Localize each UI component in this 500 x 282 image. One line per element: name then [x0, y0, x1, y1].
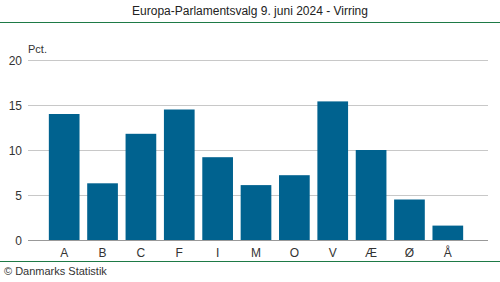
source: © Danmarks Statistik — [4, 265, 107, 277]
chart-root: Europa-Parlamentsvalg 9. juni 2024 - Vir… — [0, 0, 500, 282]
x-tick-label: Å — [444, 245, 452, 260]
x-tick-label: B — [99, 246, 107, 260]
x-tick-label: A — [60, 246, 68, 260]
x-tick-label: O — [290, 246, 299, 260]
bottom-rule — [0, 261, 500, 262]
y-tick-label: 20 — [9, 54, 23, 68]
bar — [317, 101, 348, 240]
x-tick-label: M — [251, 246, 261, 260]
bar — [202, 157, 233, 240]
grid-line — [28, 105, 488, 106]
chart-svg: Europa-Parlamentsvalg 9. juni 2024 - Vir… — [0, 0, 500, 282]
x-tick-label: Æ — [365, 246, 377, 260]
bar — [356, 150, 387, 240]
range-top — [28, 60, 488, 61]
x-tick-label: V — [329, 246, 337, 260]
x-tick-label: C — [137, 246, 146, 260]
y-tick-label: 10 — [9, 144, 23, 158]
bar — [87, 183, 118, 240]
bar — [241, 185, 272, 240]
bar — [394, 200, 425, 241]
bar — [432, 226, 463, 240]
grid-line — [28, 150, 488, 151]
bar — [164, 110, 195, 241]
title: Europa-Parlamentsvalg 9. juni 2024 - Vir… — [132, 4, 368, 18]
x-tick-label: F — [176, 246, 183, 260]
y-tick-label: 15 — [9, 99, 23, 113]
y-axis-label: Pct. — [28, 43, 47, 55]
bar — [49, 114, 80, 240]
y-tick-label: 5 — [15, 189, 22, 203]
y-tick-label: 0 — [15, 234, 22, 248]
bar — [279, 175, 310, 240]
x-tick-label: I — [216, 246, 219, 260]
top-rule — [0, 22, 500, 23]
grid-line — [28, 60, 488, 61]
baseline — [28, 240, 488, 241]
bar — [126, 134, 157, 240]
x-tick-label: Ø — [405, 246, 414, 260]
bars — [49, 101, 463, 240]
